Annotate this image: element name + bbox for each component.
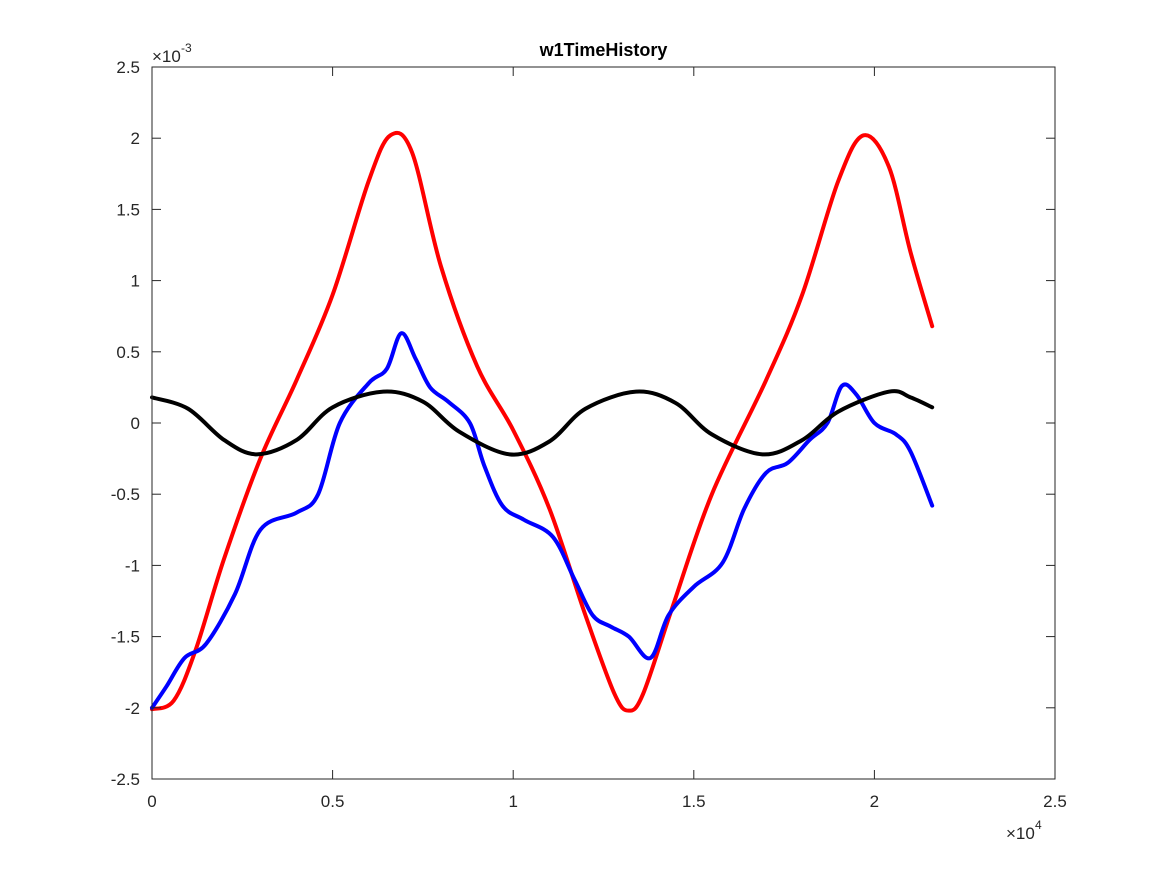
series-line-black	[150, 389, 935, 457]
y-tick-label: -0.5	[111, 485, 140, 504]
x-exponent-power: 4	[1035, 818, 1042, 832]
y-exponent-power: -3	[181, 41, 192, 55]
plot-area	[152, 67, 1055, 779]
x-tick-label: 1.5	[682, 792, 706, 811]
y-tick-label: -1.5	[111, 628, 140, 647]
x-tick-label: 1	[508, 792, 517, 811]
x-tick-label: 2	[870, 792, 879, 811]
series-layer	[150, 130, 935, 713]
y-tick-label: -2.5	[111, 770, 140, 789]
axes-layer: 0 0.5 1 1.5 2 2.5 -2.5 -2 -1.5 -1 -0.5 0 0.5 1 1.5 2 2.5	[111, 58, 1067, 811]
y-tick-label: 2	[131, 129, 140, 148]
y-tick-label: 1.5	[116, 200, 140, 219]
x-exponent-base: ×10	[1006, 824, 1035, 843]
y-tick-label: -1	[125, 556, 140, 575]
y-tick-label: 0	[131, 414, 140, 433]
y-axis-exponent: ×10 -3	[152, 41, 192, 66]
y-tick-label: 1	[131, 272, 140, 291]
x-axis-exponent: ×10 4	[1006, 818, 1042, 843]
y-tick-label: 0.5	[116, 343, 140, 362]
y-tick-label: 2.5	[116, 58, 140, 77]
x-tick-label: 2.5	[1043, 792, 1067, 811]
x-tick-label: 0	[147, 792, 156, 811]
y-tick-label: -2	[125, 699, 140, 718]
series-line-red	[150, 130, 935, 713]
x-tick-label: 0.5	[321, 792, 345, 811]
y-exponent-base: ×10	[152, 47, 181, 66]
series-line-blue	[150, 331, 935, 710]
chart-title: w1TimeHistory	[539, 40, 668, 60]
